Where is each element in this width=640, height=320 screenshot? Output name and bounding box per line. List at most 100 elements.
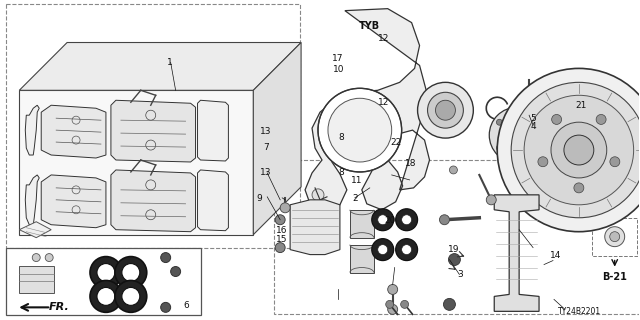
Text: 8: 8	[338, 168, 344, 177]
Circle shape	[521, 153, 527, 159]
Text: 19: 19	[448, 245, 460, 254]
Polygon shape	[198, 100, 228, 161]
Text: TY24B2201: TY24B2201	[557, 307, 601, 316]
Polygon shape	[111, 170, 196, 232]
Text: 3: 3	[458, 270, 463, 279]
Circle shape	[372, 209, 394, 231]
Circle shape	[605, 227, 625, 247]
Text: 17: 17	[332, 53, 344, 62]
Circle shape	[171, 267, 180, 276]
Circle shape	[372, 239, 394, 260]
Circle shape	[538, 157, 548, 167]
Polygon shape	[19, 43, 301, 90]
Circle shape	[388, 304, 397, 314]
Text: 14: 14	[550, 251, 561, 260]
Text: 22: 22	[391, 138, 402, 147]
Polygon shape	[350, 244, 374, 273]
Polygon shape	[26, 175, 39, 225]
Circle shape	[449, 166, 458, 174]
Text: TYB: TYB	[359, 20, 380, 31]
Circle shape	[444, 298, 456, 310]
Text: 15: 15	[276, 235, 287, 244]
Circle shape	[161, 252, 171, 262]
Text: FR.: FR.	[49, 302, 70, 312]
Circle shape	[497, 145, 502, 151]
Polygon shape	[305, 9, 429, 210]
Circle shape	[610, 232, 620, 242]
Circle shape	[596, 115, 606, 124]
Text: 10: 10	[333, 65, 345, 74]
Polygon shape	[19, 90, 253, 235]
Circle shape	[312, 189, 324, 201]
Text: B-21: B-21	[602, 273, 627, 283]
Circle shape	[32, 253, 40, 261]
Polygon shape	[198, 170, 228, 231]
Text: 2: 2	[352, 194, 358, 203]
Circle shape	[115, 257, 147, 288]
Circle shape	[275, 215, 285, 225]
Circle shape	[97, 264, 115, 282]
Circle shape	[328, 98, 392, 162]
Circle shape	[396, 209, 417, 231]
Circle shape	[524, 95, 634, 205]
Text: 16: 16	[276, 226, 287, 235]
Circle shape	[161, 302, 171, 312]
Text: 12: 12	[378, 98, 389, 107]
Circle shape	[552, 115, 562, 124]
Circle shape	[486, 195, 496, 205]
Circle shape	[90, 280, 122, 312]
Text: 13: 13	[260, 168, 271, 177]
Text: 21: 21	[575, 101, 587, 110]
Circle shape	[318, 88, 402, 172]
Circle shape	[386, 300, 394, 308]
Text: 13: 13	[260, 127, 271, 136]
Text: 1: 1	[168, 58, 173, 67]
Circle shape	[417, 82, 474, 138]
Text: 12: 12	[378, 35, 389, 44]
Text: 20: 20	[385, 216, 396, 225]
Circle shape	[396, 239, 417, 260]
Polygon shape	[19, 222, 51, 238]
Circle shape	[551, 122, 607, 178]
Circle shape	[564, 135, 594, 165]
Circle shape	[97, 287, 115, 305]
Circle shape	[497, 119, 502, 125]
Circle shape	[435, 100, 456, 120]
Text: 18: 18	[405, 159, 417, 168]
Circle shape	[440, 215, 449, 225]
Text: 8: 8	[338, 133, 344, 142]
Circle shape	[428, 92, 463, 128]
Polygon shape	[290, 200, 340, 255]
Circle shape	[378, 244, 388, 255]
Text: 5: 5	[531, 114, 536, 123]
Text: 11: 11	[351, 176, 363, 185]
Circle shape	[521, 111, 527, 117]
Circle shape	[525, 108, 533, 116]
Polygon shape	[253, 43, 301, 235]
Circle shape	[489, 107, 545, 163]
Circle shape	[280, 203, 290, 213]
Polygon shape	[6, 248, 200, 315]
Circle shape	[574, 183, 584, 193]
Circle shape	[275, 243, 285, 252]
Circle shape	[378, 215, 388, 225]
Circle shape	[122, 264, 140, 282]
Circle shape	[122, 287, 140, 305]
Circle shape	[45, 253, 53, 261]
Circle shape	[449, 253, 460, 266]
Circle shape	[115, 280, 147, 312]
Circle shape	[536, 132, 542, 138]
Text: 6: 6	[183, 301, 189, 310]
Polygon shape	[41, 175, 106, 228]
Circle shape	[501, 119, 533, 151]
Polygon shape	[41, 105, 106, 158]
Text: 7: 7	[263, 143, 269, 152]
Polygon shape	[494, 195, 539, 311]
Polygon shape	[26, 105, 39, 155]
Circle shape	[401, 300, 408, 308]
Polygon shape	[111, 100, 196, 162]
Text: 4: 4	[531, 122, 536, 131]
Circle shape	[402, 244, 412, 255]
Circle shape	[90, 257, 122, 288]
Text: 9: 9	[257, 194, 262, 203]
